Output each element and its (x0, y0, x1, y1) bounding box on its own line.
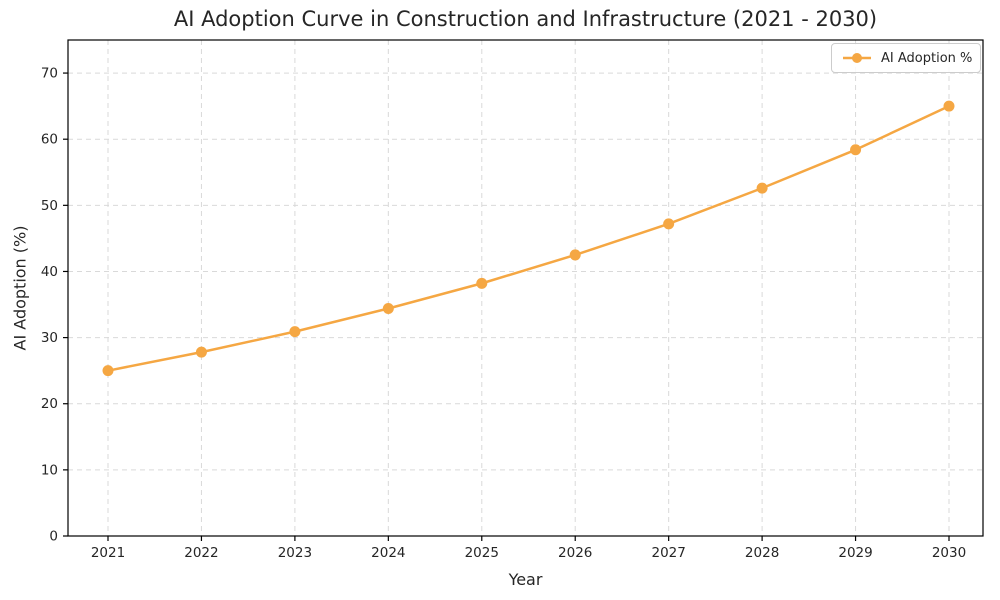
data-point (850, 144, 862, 156)
y-tick-label: 50 (41, 198, 58, 214)
x-tick-label: 2027 (651, 545, 685, 561)
data-point (476, 277, 488, 289)
y-axis-label: AI Adoption (%) (10, 225, 30, 351)
x-tick-label: 2028 (745, 545, 779, 561)
y-tick-label: 40 (41, 264, 58, 280)
plot-border (67, 39, 984, 537)
x-tick-label: 2030 (932, 545, 966, 561)
x-tick-label: 2025 (465, 545, 499, 561)
y-tick-label: 10 (41, 462, 58, 478)
chart-title: AI Adoption Curve in Construction and In… (173, 7, 878, 31)
data-point (195, 346, 207, 358)
x-tick-label: 2023 (278, 545, 312, 561)
data-point (569, 249, 581, 261)
y-tick-label: 60 (41, 132, 58, 148)
data-point (756, 182, 768, 194)
data-point (289, 326, 301, 338)
legend: AI Adoption % (831, 43, 981, 73)
x-tick-label: 2021 (91, 545, 125, 561)
x-tick-label: 2022 (184, 545, 218, 561)
x-axis-label: Year (508, 570, 543, 589)
legend-marker-icon (843, 53, 871, 63)
data-point (382, 303, 394, 315)
y-tick-label: 20 (41, 396, 58, 412)
x-tick-label: 2029 (838, 545, 872, 561)
data-point (943, 100, 955, 112)
y-tick-label: 70 (41, 66, 58, 82)
legend-label: AI Adoption % (881, 50, 973, 66)
data-line (106, 104, 951, 372)
data-point (663, 218, 675, 230)
y-tick-label: 0 (49, 529, 58, 545)
x-tick-label: 2024 (371, 545, 405, 561)
y-tick-label: 30 (41, 330, 58, 346)
x-tick-label: 2026 (558, 545, 592, 561)
data-point (102, 365, 114, 377)
